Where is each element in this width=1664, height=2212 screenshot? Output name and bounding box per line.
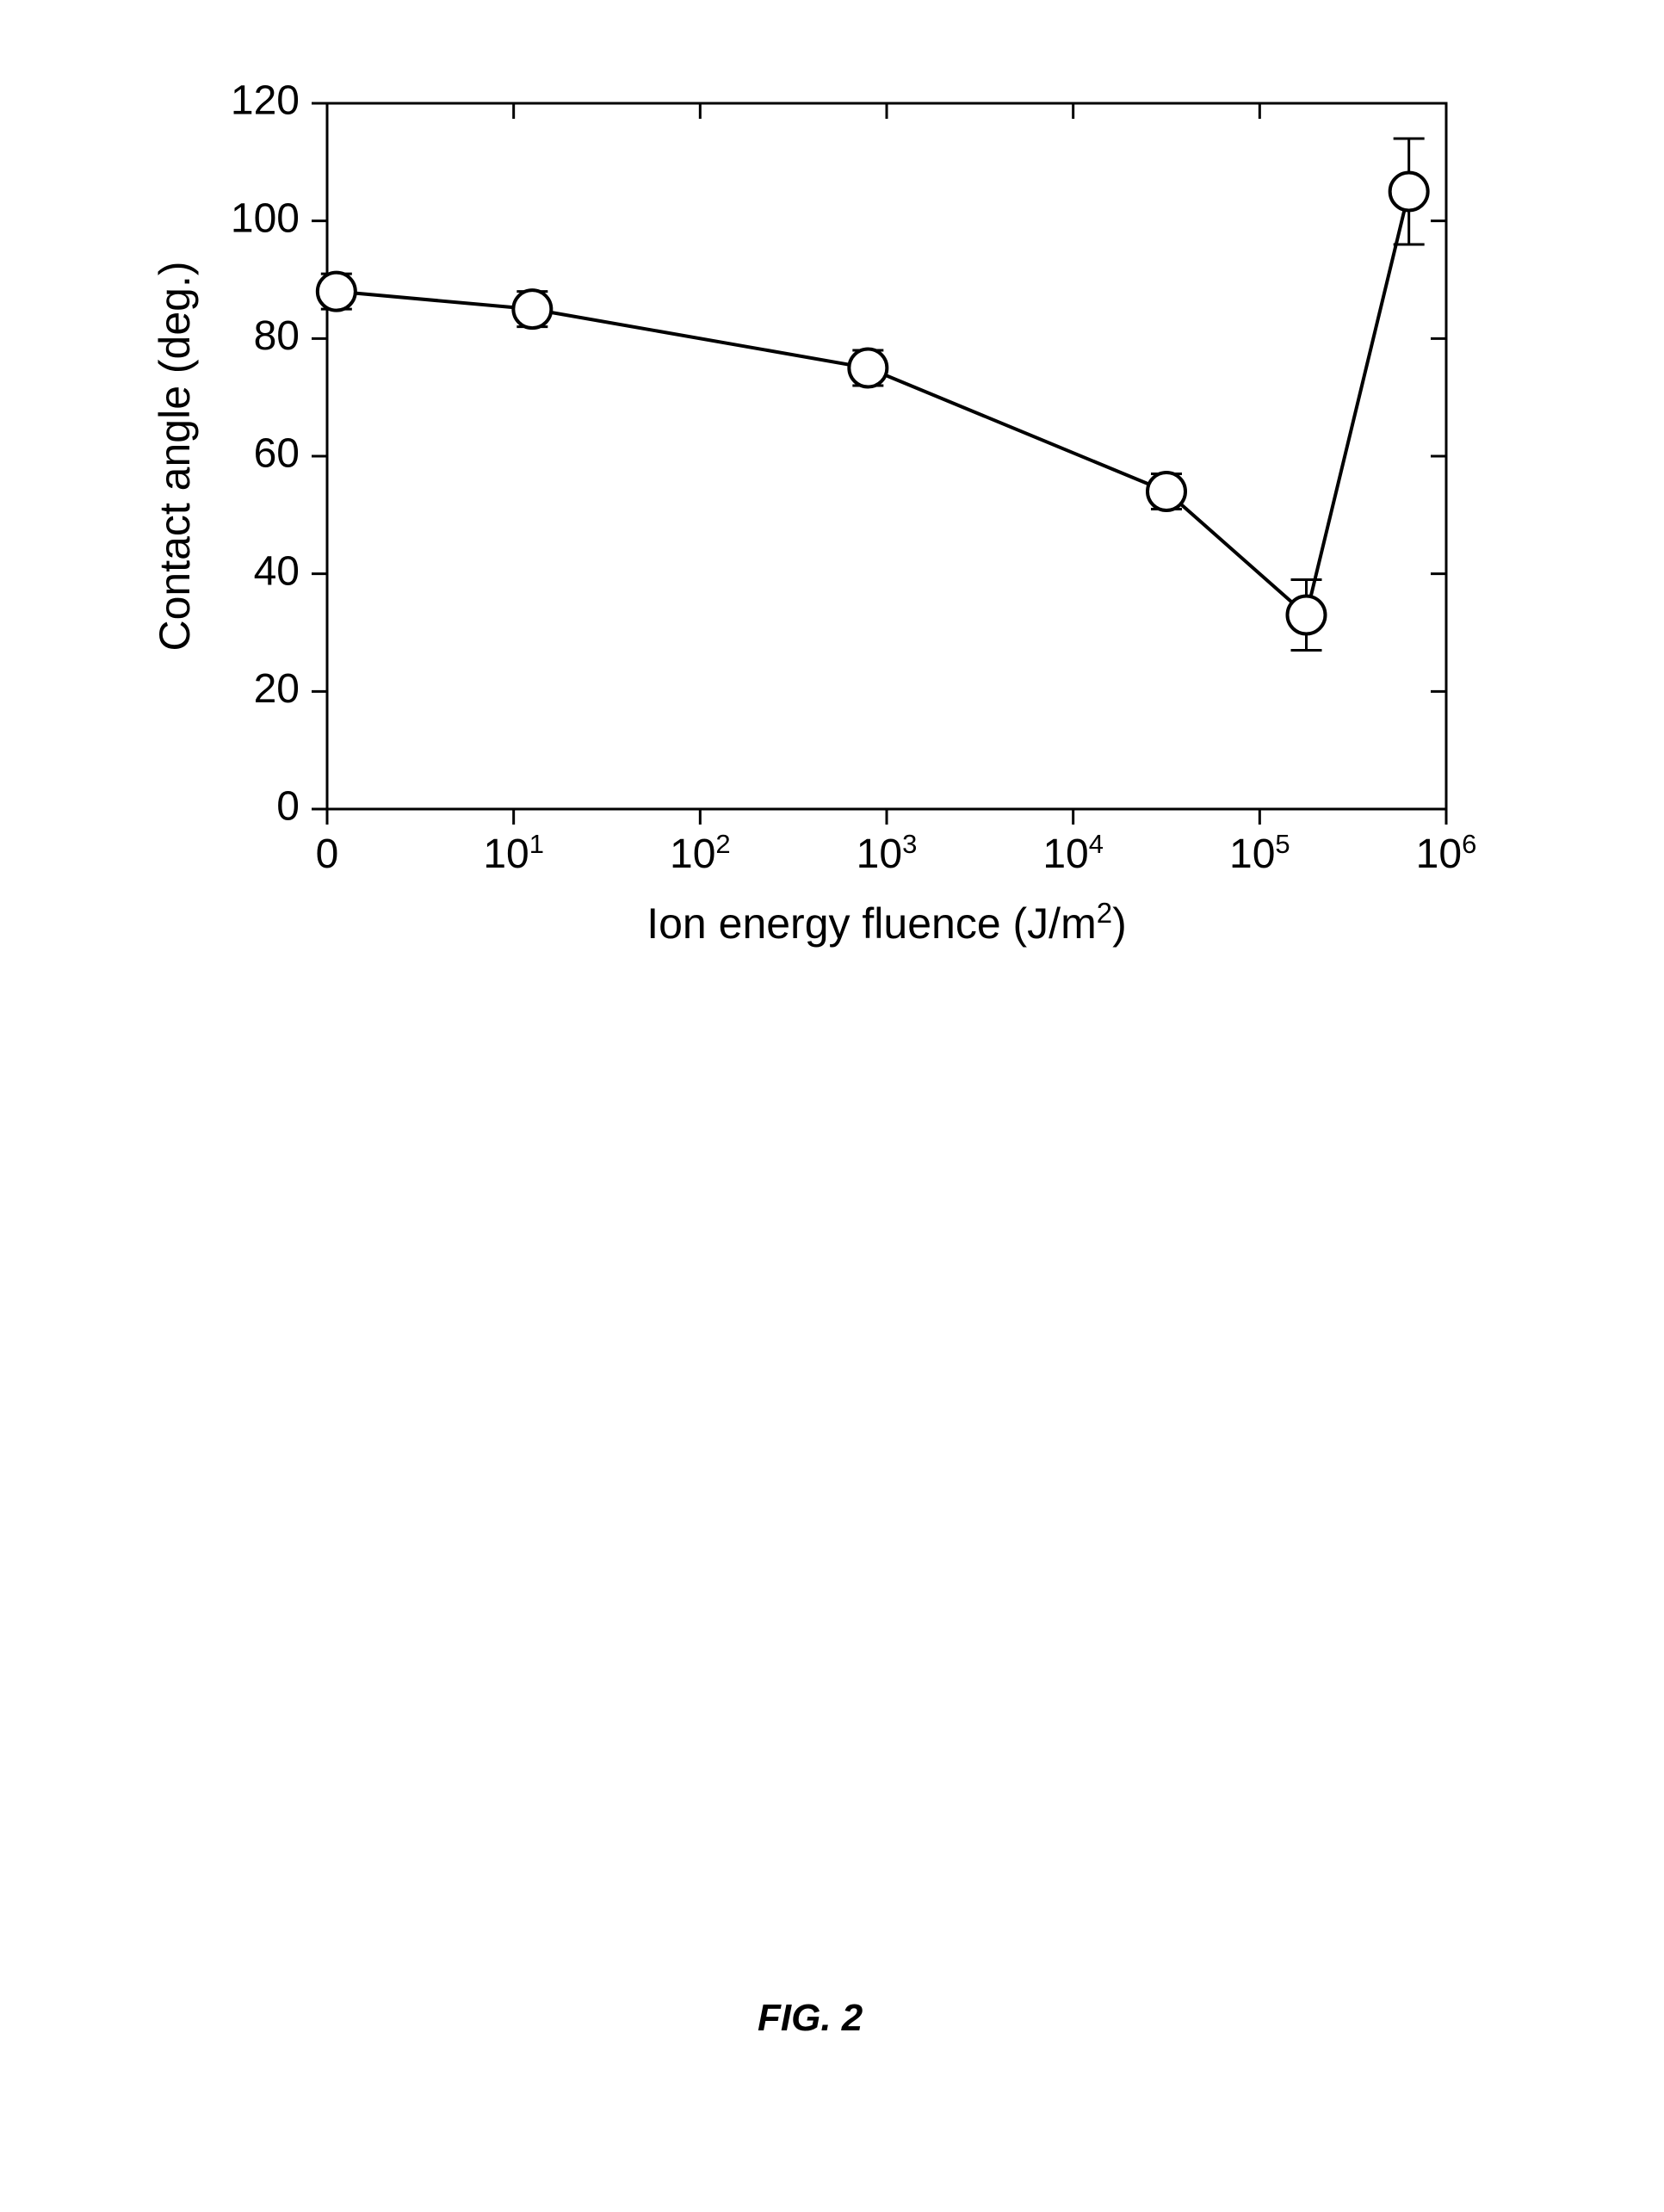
svg-text:104: 104 [1042,829,1104,878]
svg-text:60: 60 [254,431,300,477]
svg-text:0: 0 [316,831,339,877]
svg-text:106: 106 [1416,829,1477,878]
svg-text:105: 105 [1229,829,1290,878]
svg-text:102: 102 [670,829,731,878]
svg-text:Contact angle (deg.): Contact angle (deg.) [151,261,199,651]
svg-text:0: 0 [276,784,300,830]
svg-text:80: 80 [254,313,300,359]
chart-container: 0 20 40 60 80 100 120 0 101 102 103 104 105 106 Contac… [112,69,1489,986]
svg-text:120: 120 [231,78,300,124]
svg-text:40: 40 [254,548,300,594]
svg-text:103: 103 [857,829,918,878]
svg-text:20: 20 [254,666,300,712]
figure-caption: FIG. 2 [758,1997,863,2040]
chart-svg: 0 20 40 60 80 100 120 0 101 102 103 104 105 106 Contac… [112,69,1489,981]
svg-text:100: 100 [231,195,300,241]
svg-text:Ion energy fluence (J/m2): Ion energy fluence (J/m2) [646,897,1127,948]
svg-text:101: 101 [483,829,544,878]
